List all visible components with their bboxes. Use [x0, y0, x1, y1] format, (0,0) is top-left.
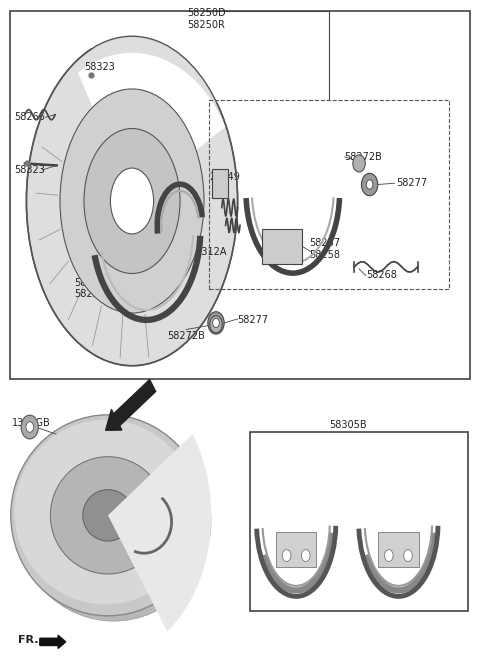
Ellipse shape: [16, 420, 211, 621]
Circle shape: [21, 415, 38, 439]
Text: 58305B: 58305B: [329, 420, 367, 430]
FancyArrow shape: [40, 635, 66, 648]
Ellipse shape: [26, 36, 238, 366]
Ellipse shape: [11, 415, 205, 616]
Circle shape: [384, 550, 393, 561]
Bar: [378, 532, 419, 567]
Text: 25649: 25649: [209, 171, 240, 182]
Text: 58323: 58323: [84, 62, 115, 72]
Ellipse shape: [60, 89, 204, 313]
Circle shape: [404, 550, 412, 561]
Text: 58277: 58277: [238, 315, 269, 326]
Text: 1339GB: 1339GB: [12, 418, 51, 428]
FancyBboxPatch shape: [250, 432, 468, 611]
Circle shape: [26, 422, 34, 432]
Circle shape: [366, 180, 373, 189]
Ellipse shape: [14, 420, 197, 604]
Wedge shape: [78, 53, 226, 201]
Bar: [212, 169, 228, 198]
Wedge shape: [108, 434, 211, 631]
Text: 58323: 58323: [14, 165, 45, 175]
Ellipse shape: [83, 490, 133, 541]
Text: 58257
58258: 58257 58258: [310, 239, 341, 260]
FancyBboxPatch shape: [262, 229, 302, 264]
Text: 58250D
58250R: 58250D 58250R: [187, 8, 226, 30]
Text: 58272B: 58272B: [168, 331, 205, 341]
Ellipse shape: [110, 168, 154, 234]
Circle shape: [213, 318, 219, 328]
Circle shape: [353, 155, 365, 172]
Bar: [10, 11, 470, 379]
Bar: [276, 532, 316, 567]
Circle shape: [210, 316, 222, 333]
Circle shape: [282, 550, 291, 561]
Ellipse shape: [84, 129, 180, 273]
Text: 58268: 58268: [366, 270, 396, 281]
Text: 58312A: 58312A: [190, 246, 227, 257]
Text: 58266: 58266: [14, 112, 45, 123]
Circle shape: [208, 312, 224, 334]
Text: 58277: 58277: [396, 178, 427, 188]
Ellipse shape: [50, 457, 166, 574]
Circle shape: [361, 173, 378, 196]
Text: FR.: FR.: [18, 635, 39, 645]
Text: 58272B: 58272B: [345, 152, 383, 162]
Circle shape: [301, 550, 310, 561]
FancyArrow shape: [106, 380, 156, 430]
Text: 58251L
58251R: 58251L 58251R: [74, 278, 112, 299]
